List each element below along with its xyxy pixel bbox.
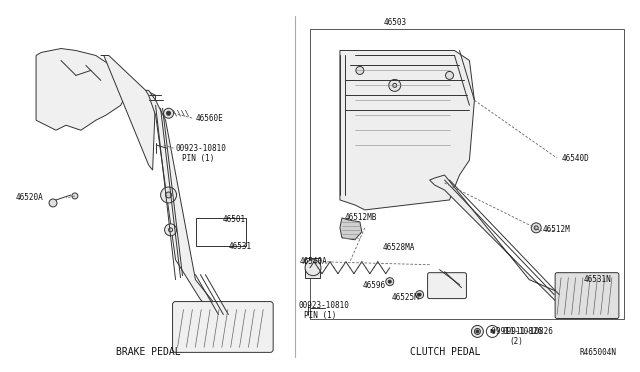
Text: 46540A: 46540A bbox=[300, 257, 328, 266]
Polygon shape bbox=[101, 55, 156, 170]
Text: 09911-10826: 09911-10826 bbox=[483, 327, 543, 336]
Circle shape bbox=[445, 71, 454, 79]
Polygon shape bbox=[340, 218, 362, 240]
FancyBboxPatch shape bbox=[555, 273, 619, 318]
Text: 00923-10810: 00923-10810 bbox=[175, 144, 227, 153]
Text: BRAKE PEDAL: BRAKE PEDAL bbox=[116, 347, 181, 357]
Bar bbox=[305, 258, 320, 278]
Circle shape bbox=[386, 278, 394, 286]
Circle shape bbox=[164, 224, 177, 236]
Circle shape bbox=[474, 328, 481, 334]
Text: 00923-10810: 00923-10810 bbox=[298, 301, 349, 310]
Circle shape bbox=[388, 79, 401, 92]
Polygon shape bbox=[429, 175, 579, 310]
Text: 46520A: 46520A bbox=[15, 193, 43, 202]
Text: N: N bbox=[490, 329, 495, 334]
Circle shape bbox=[166, 192, 172, 198]
Circle shape bbox=[72, 193, 78, 199]
Circle shape bbox=[418, 293, 421, 296]
Text: R465004N: R465004N bbox=[579, 348, 616, 357]
Circle shape bbox=[388, 280, 391, 283]
Circle shape bbox=[161, 187, 177, 203]
Circle shape bbox=[531, 223, 541, 233]
Bar bbox=[310, 29, 624, 320]
Text: 09911-10826: 09911-10826 bbox=[502, 327, 553, 336]
Text: 46525M: 46525M bbox=[392, 293, 419, 302]
Text: 46596: 46596 bbox=[363, 281, 386, 290]
Text: PIN (1): PIN (1) bbox=[182, 154, 214, 163]
Text: 46531N: 46531N bbox=[584, 275, 612, 284]
Circle shape bbox=[49, 199, 57, 207]
Text: 46531: 46531 bbox=[228, 242, 252, 251]
Bar bbox=[196, 218, 246, 246]
Polygon shape bbox=[146, 90, 225, 320]
Text: 46503: 46503 bbox=[383, 18, 406, 27]
Text: 46528MA: 46528MA bbox=[383, 243, 415, 252]
Text: (2): (2) bbox=[509, 337, 523, 346]
Text: 46501: 46501 bbox=[222, 215, 246, 224]
Circle shape bbox=[305, 260, 321, 276]
Text: CLUTCH PEDAL: CLUTCH PEDAL bbox=[410, 347, 480, 357]
Circle shape bbox=[415, 291, 424, 299]
Circle shape bbox=[486, 326, 499, 337]
Circle shape bbox=[164, 108, 173, 118]
Circle shape bbox=[472, 326, 483, 337]
Polygon shape bbox=[340, 51, 474, 210]
FancyBboxPatch shape bbox=[173, 302, 273, 352]
Text: 46560E: 46560E bbox=[195, 114, 223, 123]
Circle shape bbox=[476, 330, 479, 333]
Circle shape bbox=[166, 111, 171, 115]
Polygon shape bbox=[36, 48, 125, 130]
Text: 46512MB: 46512MB bbox=[345, 214, 378, 222]
Text: PIN (1): PIN (1) bbox=[304, 311, 337, 320]
Circle shape bbox=[356, 67, 364, 74]
FancyBboxPatch shape bbox=[428, 273, 467, 299]
Text: 46540D: 46540D bbox=[562, 154, 590, 163]
Text: 46512M: 46512M bbox=[542, 225, 570, 234]
